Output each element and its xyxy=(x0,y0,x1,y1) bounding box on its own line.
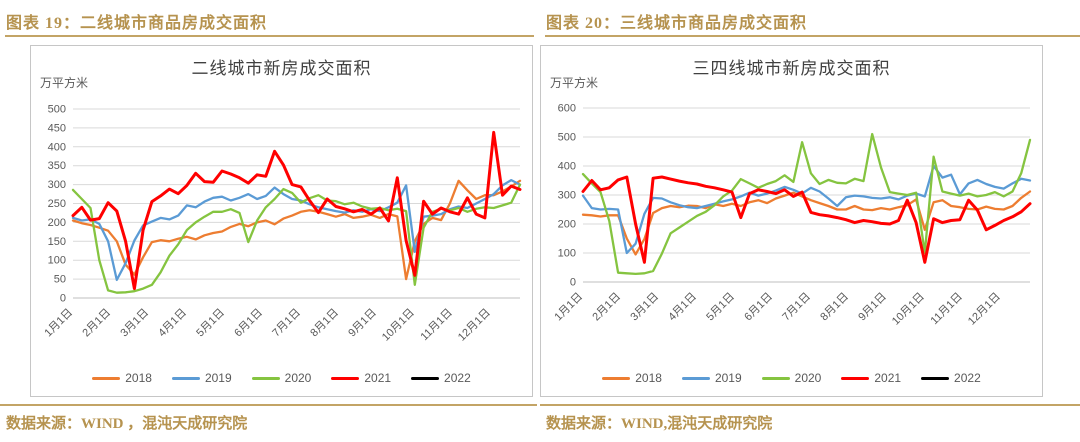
x-tick-label: 9月1日 xyxy=(346,307,379,340)
series-line-2021 xyxy=(71,130,522,291)
series-line-2019 xyxy=(71,178,522,282)
y-tick-label: 600 xyxy=(558,103,576,115)
x-tick-label: 3月1日 xyxy=(118,307,151,340)
legend-item-2021: 2021 xyxy=(841,371,901,385)
y-tick-label: 200 xyxy=(558,219,576,231)
legend-swatch xyxy=(602,376,631,380)
y-tick-label: 250 xyxy=(48,198,66,210)
x-tick-label: 7月1日 xyxy=(270,307,303,340)
legend-label: 2022 xyxy=(444,371,471,385)
x-tick-label: 5月1日 xyxy=(704,291,737,324)
chart-legend: 2018 2019 2020 2021 2022 xyxy=(541,371,1042,385)
y-tick-label: 450 xyxy=(48,122,66,134)
footer-divider xyxy=(540,404,1080,406)
legend-item-2020: 2020 xyxy=(251,371,312,385)
x-tick-label: 12月1日 xyxy=(966,291,1003,328)
x-tick-label: 6月1日 xyxy=(742,291,775,324)
y-tick-label: 0 xyxy=(570,277,576,289)
x-tick-label: 9月1日 xyxy=(856,291,889,324)
y-tick-label: 100 xyxy=(558,248,576,260)
y-tick-label: 500 xyxy=(558,132,576,144)
legend-item-2019: 2019 xyxy=(681,371,742,385)
legend-item-2019: 2019 xyxy=(171,371,232,385)
x-tick-label: 8月1日 xyxy=(818,291,851,324)
legend-item-2022: 2022 xyxy=(411,371,471,385)
y-tick-label: 350 xyxy=(48,160,66,172)
legend-item-2018: 2018 xyxy=(602,371,662,385)
y-axis-unit-label: 万平方米 xyxy=(40,76,89,90)
chart-legend: 2018 2019 2020 2021 2022 xyxy=(31,371,532,385)
legend-swatch xyxy=(171,376,200,380)
legend-swatch xyxy=(681,376,710,380)
y-tick-label: 50 xyxy=(54,274,66,286)
heading-divider xyxy=(5,35,534,37)
legend-label: 2019 xyxy=(714,371,742,385)
x-tick-label: 10月1日 xyxy=(890,291,927,328)
figure-heading: 图表 20：三线城市商品房成交面积 xyxy=(546,15,808,32)
x-tick-label: 2月1日 xyxy=(590,291,623,324)
data-source: 数据来源：WIND,混沌天成研究院 xyxy=(546,416,773,432)
legend-item-2022: 2022 xyxy=(921,371,981,385)
legend-label: 2018 xyxy=(125,371,152,385)
x-tick-label: 12月1日 xyxy=(456,307,493,344)
legend-item-2021: 2021 xyxy=(331,371,391,385)
legend-swatch xyxy=(92,376,121,380)
figure-20: 图表 20：三线城市商品房成交面积 三四线城市新房成交面积 万平方米 0 100 2… xyxy=(540,0,1080,442)
x-tick-label: 10月1日 xyxy=(380,307,417,344)
y-tick-label: 200 xyxy=(48,217,66,229)
series-line-2021 xyxy=(581,175,1032,264)
y-tick-label: 400 xyxy=(558,161,576,173)
chart-panel: 三四线城市新房成交面积 万平方米 0 100 200 300 400 500 600 1月1日… xyxy=(540,45,1043,397)
line-chart-canvas: 0 50 100 150 200 250 300 350 400 450 500 1月1日 2月1日 3月… xyxy=(42,104,522,344)
x-tick-label: 2月1日 xyxy=(80,307,113,340)
y-tick-label: 500 xyxy=(48,104,66,116)
x-tick-label: 6月1日 xyxy=(232,307,265,340)
legend-swatch xyxy=(251,376,280,380)
y-tick-label: 150 xyxy=(48,236,66,248)
chart-title: 二线城市新房成交面积 xyxy=(191,59,372,78)
legend-swatch xyxy=(761,376,790,380)
legend-label: 2019 xyxy=(204,371,232,385)
legend-swatch xyxy=(331,376,360,380)
legend-label: 2020 xyxy=(794,371,822,385)
x-tick-label: 1月1日 xyxy=(42,307,75,340)
y-tick-label: 100 xyxy=(48,255,66,267)
x-tick-label: 1月1日 xyxy=(552,291,585,324)
legend-swatch xyxy=(921,376,950,380)
legend-swatch xyxy=(411,376,440,380)
y-tick-label: 300 xyxy=(558,190,576,202)
x-tick-label: 8月1日 xyxy=(308,307,341,340)
series-line-2018 xyxy=(581,190,1032,256)
legend-item-2018: 2018 xyxy=(92,371,152,385)
line-chart-canvas: 0 100 200 300 400 500 600 1月1日 2月1日 3月1日 4月1日 5月1日 6… xyxy=(552,103,1032,328)
x-tick-label: 3月1日 xyxy=(628,291,661,324)
x-tick-label: 11月1日 xyxy=(928,291,964,327)
y-tick-label: 0 xyxy=(60,293,66,305)
figure-19: 图表 19：二线城市商品房成交面积 二线城市新房成交面积 万平方米 0 50 100… xyxy=(0,15,537,432)
heading-divider xyxy=(545,35,1080,37)
chart-panel: 二线城市新房成交面积 万平方米 0 50 100 150 200 250 300 350 400… xyxy=(30,45,533,397)
x-tick-label: 4月1日 xyxy=(156,307,189,340)
legend-swatch xyxy=(841,376,870,380)
legend-label: 2021 xyxy=(874,371,902,385)
series-line-2019 xyxy=(581,164,1032,255)
y-tick-label: 300 xyxy=(48,179,66,191)
series-line-2020 xyxy=(581,132,1032,276)
x-tick-label: 7月1日 xyxy=(780,291,813,324)
x-tick-label: 5月1日 xyxy=(194,307,227,340)
legend-label: 2021 xyxy=(364,371,392,385)
y-tick-label: 400 xyxy=(48,141,66,153)
legend-label: 2018 xyxy=(635,371,662,385)
x-tick-label: 11月1日 xyxy=(418,307,454,343)
y-axis-unit-label: 万平方米 xyxy=(550,76,599,90)
footer-divider xyxy=(0,404,537,406)
data-source: 数据来源：WIND ，混沌天成研究院 xyxy=(6,416,248,432)
legend-label: 2020 xyxy=(284,371,312,385)
figure-heading: 图表 19：二线城市商品房成交面积 xyxy=(6,15,268,32)
legend-item-2020: 2020 xyxy=(761,371,822,385)
chart-title: 三四线城市新房成交面积 xyxy=(692,59,891,78)
x-tick-label: 4月1日 xyxy=(666,291,699,324)
legend-label: 2022 xyxy=(954,371,981,385)
